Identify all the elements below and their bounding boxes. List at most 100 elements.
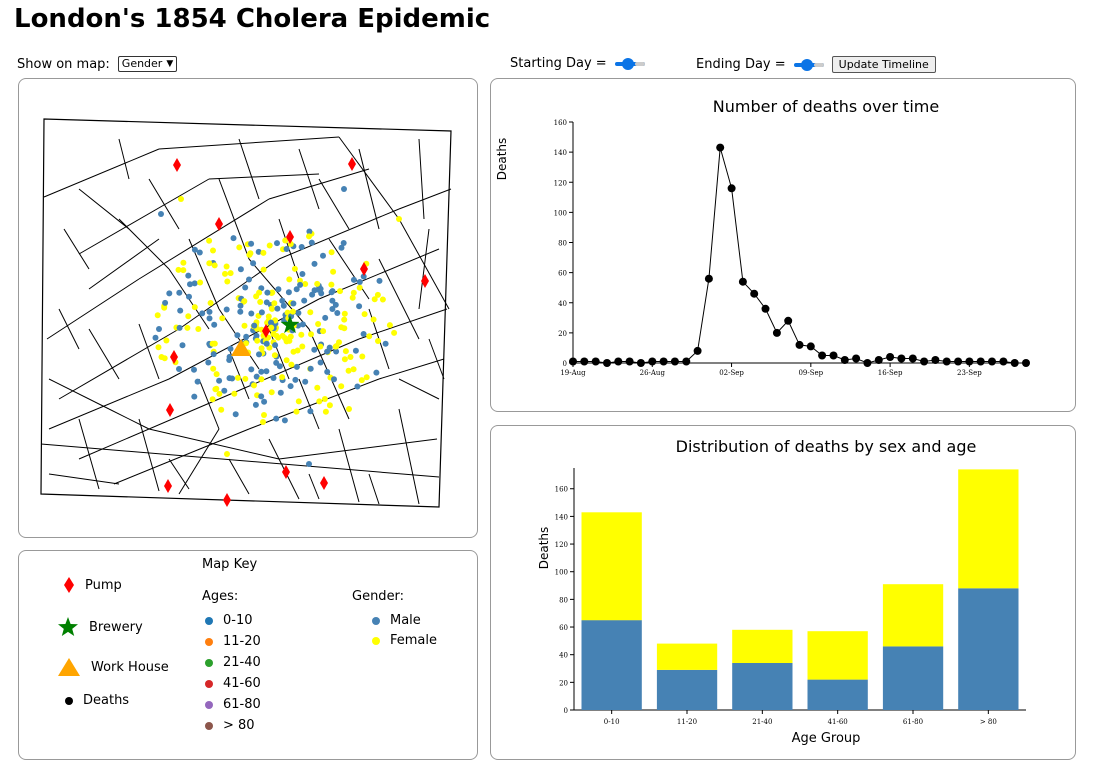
street-segment [398, 378, 440, 400]
death-marker [315, 286, 322, 293]
death-marker [341, 186, 347, 192]
street-segment [398, 218, 450, 310]
key-age-2: 21-40 [205, 655, 261, 670]
death-marker [256, 351, 262, 358]
death-marker [274, 305, 281, 312]
death-marker [236, 244, 243, 251]
map-streets [40, 136, 452, 505]
street-segment [78, 418, 100, 490]
key-age-label: 0-10 [223, 613, 253, 628]
death-marker [287, 333, 294, 340]
death-marker [340, 240, 347, 246]
y-tick-label: 140 [554, 149, 567, 157]
death-marker [391, 329, 398, 336]
line-chart-title: Number of deaths over time [713, 97, 939, 116]
death-marker [317, 359, 324, 366]
y-tick-label: 0 [563, 360, 567, 368]
deaths-point [750, 289, 759, 298]
slider-thumb[interactable] [800, 58, 813, 71]
street-segment [298, 378, 320, 430]
death-marker [356, 284, 363, 291]
death-marker [283, 246, 290, 252]
death-marker [234, 332, 241, 339]
deaths-point [840, 356, 849, 364]
show-on-map-value: Gender [121, 57, 163, 70]
deaths-point [614, 357, 623, 366]
death-marker [229, 375, 236, 382]
key-age-4: 61-80 [205, 697, 261, 712]
death-marker [289, 308, 296, 315]
deaths-point [965, 357, 974, 366]
update-timeline-button[interactable]: Update Timeline [831, 56, 936, 73]
death-marker [332, 343, 339, 350]
death-marker [354, 383, 361, 390]
cholera-map[interactable] [19, 79, 477, 537]
street-segment [268, 328, 290, 380]
street-segment [398, 408, 420, 505]
street-segment [58, 308, 80, 350]
x-tick-label: 0-10 [604, 718, 620, 726]
death-marker [155, 344, 162, 351]
street-segment [43, 148, 160, 198]
death-marker [290, 300, 297, 307]
death-marker [156, 326, 162, 332]
street-segment [48, 378, 110, 410]
deaths-point [580, 357, 589, 366]
deaths-point [954, 357, 963, 366]
death-marker [191, 246, 198, 253]
death-marker [326, 344, 333, 351]
key-workhouse: Work House [57, 657, 169, 677]
death-marker [358, 377, 365, 384]
street-segment [218, 178, 250, 260]
gender-dot-icon [372, 616, 380, 625]
y-tick-label: 40 [558, 300, 567, 308]
death-marker [360, 331, 367, 337]
age-dot-icon [205, 700, 213, 709]
ending-day-slider[interactable] [793, 58, 824, 71]
starting-day-slider[interactable] [614, 57, 645, 70]
death-marker [334, 310, 341, 316]
pump-marker [262, 324, 270, 338]
key-age-label: > 80 [223, 718, 255, 733]
death-marker [274, 240, 280, 247]
map-panel [18, 78, 478, 538]
age-dot-icon [205, 658, 213, 667]
y-tick-label: 80 [559, 596, 568, 604]
death-marker [280, 302, 287, 309]
death-marker [350, 289, 357, 296]
death-marker [277, 389, 284, 396]
death-marker [295, 398, 302, 405]
street-segment [113, 428, 250, 485]
show-on-map-select[interactable]: Gender ▼ [117, 56, 178, 72]
street-segment [218, 308, 260, 370]
death-marker [241, 298, 248, 305]
deaths-point [716, 143, 725, 152]
key-workhouse-label: Work House [91, 659, 169, 675]
street-segment [308, 473, 320, 500]
pump-marker [286, 230, 294, 244]
key-gender-label: Male [390, 613, 421, 628]
death-marker [237, 302, 244, 309]
death-marker [338, 383, 345, 390]
line-chart-ylabel: Deaths [495, 138, 509, 181]
gender-title: Gender: [352, 589, 405, 604]
deaths-point [931, 356, 940, 364]
slider-thumb[interactable] [621, 57, 634, 70]
street-segment [428, 338, 445, 380]
death-marker [299, 271, 306, 277]
death-marker [258, 345, 265, 352]
key-deaths-label: Deaths [83, 693, 130, 708]
death-marker [187, 281, 193, 288]
key-age-0: 0-10 [205, 613, 253, 628]
death-marker [293, 408, 300, 415]
death-marker [311, 346, 318, 353]
death-marker [294, 347, 301, 354]
death-marker [255, 248, 262, 255]
death-marker [306, 233, 312, 240]
death-marker [216, 390, 223, 397]
pump-marker [166, 403, 174, 417]
pump-marker [320, 476, 328, 490]
death-marker [258, 393, 265, 400]
y-tick-label: 60 [558, 270, 567, 278]
bar-male [581, 620, 642, 710]
